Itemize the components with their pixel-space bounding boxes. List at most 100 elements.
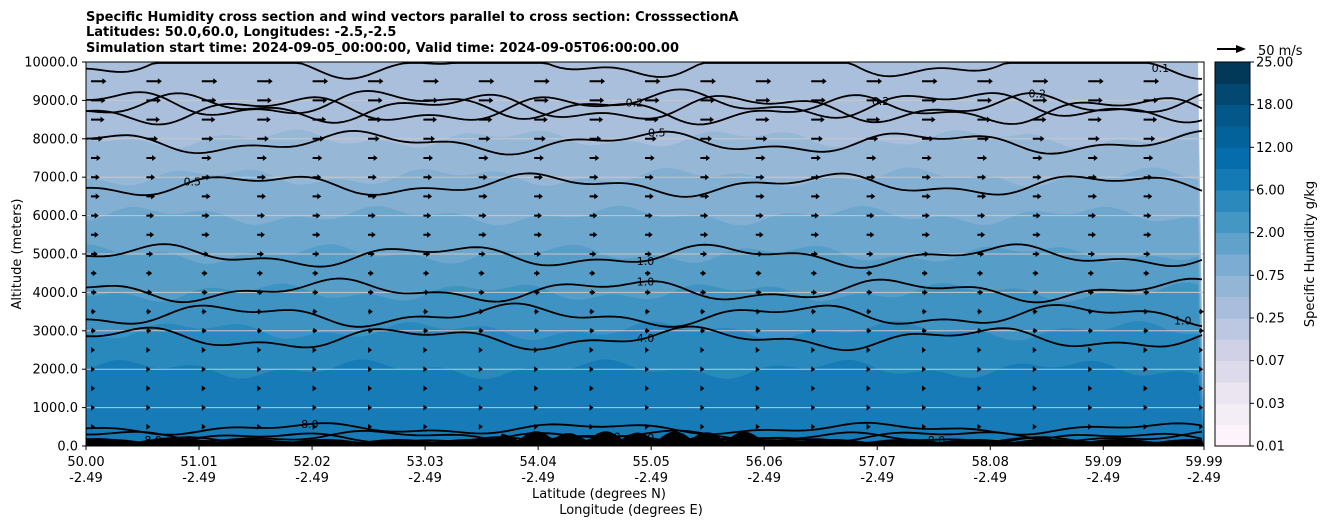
wind-vector xyxy=(755,308,761,315)
wind-vector xyxy=(91,289,97,296)
wind-vector xyxy=(534,251,541,257)
wind-vector xyxy=(91,385,95,392)
colorbar-tick-label: 0.25 xyxy=(1256,312,1285,327)
humidity-fill-layer xyxy=(86,62,1204,446)
x-tick-label-lat: 57.07 xyxy=(859,455,896,470)
wind-vector xyxy=(201,231,210,238)
wind-vector xyxy=(755,155,766,161)
wind-vector xyxy=(534,212,542,219)
x-tick-label-lon: -2.49 xyxy=(860,471,894,486)
wind-vector xyxy=(1088,135,1100,142)
wind-vector xyxy=(1143,174,1153,181)
colorbar-tick-label: 12.00 xyxy=(1256,141,1293,156)
wind-vector xyxy=(1088,327,1094,334)
wind-vector xyxy=(922,251,929,257)
wind-vector xyxy=(1088,289,1094,296)
wind-vector xyxy=(866,251,874,257)
wind-vector xyxy=(1143,270,1150,277)
wind-vector xyxy=(755,366,760,373)
colorbar-segment xyxy=(1215,232,1250,255)
wind-vector xyxy=(1088,116,1102,123)
wind-vector xyxy=(534,116,548,123)
wind-vector xyxy=(1088,78,1104,85)
wind-vector xyxy=(534,327,540,334)
wind-vector xyxy=(312,155,323,161)
wind-vector xyxy=(257,231,265,238)
wind-vector xyxy=(755,385,760,392)
wind-vector xyxy=(1088,404,1093,411)
colorbar-segment xyxy=(1215,211,1250,234)
wind-vector xyxy=(977,193,987,200)
wind-vector xyxy=(811,366,816,373)
wind-vector xyxy=(91,270,97,277)
wind-vector xyxy=(1143,231,1152,238)
wind-vector xyxy=(91,212,99,219)
contour-line xyxy=(86,129,1203,156)
wind-vector xyxy=(201,385,206,392)
x-tick-label-lon: -2.49 xyxy=(182,471,216,486)
wind-vector xyxy=(977,135,989,142)
wind-vector xyxy=(1032,366,1037,373)
wind-vector xyxy=(201,78,218,85)
colorbar-segment xyxy=(1215,83,1250,106)
wind-vector xyxy=(589,270,596,277)
wind-vector xyxy=(811,404,816,411)
wind-vector xyxy=(534,347,539,353)
wind-vector xyxy=(201,423,206,430)
colorbar-label: Specific Humidity g/kg xyxy=(1303,181,1318,327)
wind-vector xyxy=(977,78,993,85)
wind-vector xyxy=(368,385,372,392)
wind-vector xyxy=(811,97,826,104)
wind-vector xyxy=(368,193,377,200)
wind-vector xyxy=(257,385,262,392)
wind-vector xyxy=(589,366,594,373)
wind-vector xyxy=(146,193,156,200)
wind-vector xyxy=(1143,327,1149,334)
wind-vector xyxy=(534,366,539,373)
wind-vector xyxy=(866,135,879,142)
wind-vector xyxy=(700,78,716,85)
chart-title-line-3: Simulation start time: 2024-09-05_00:00:… xyxy=(86,41,679,56)
x-tick-label-lat: 52.02 xyxy=(293,455,330,470)
wind-vector xyxy=(534,423,539,430)
wind-vector xyxy=(534,78,550,85)
wind-vector xyxy=(423,155,434,161)
wind-vector xyxy=(201,366,206,373)
wind-vector xyxy=(922,155,932,161)
wind-vector xyxy=(811,78,827,85)
wind-vector xyxy=(1088,366,1093,373)
contour-label: 1.0 xyxy=(637,275,655,288)
wind-vector xyxy=(423,212,432,219)
wind-vector xyxy=(146,327,152,334)
wind-vector xyxy=(645,366,649,373)
x-tick-label-lat: 59.09 xyxy=(1085,455,1122,470)
wind-vector xyxy=(368,251,375,257)
wind-vector xyxy=(1143,193,1153,200)
contour-label: 0.2 xyxy=(1029,88,1047,101)
colorbar-tick-label: 0.07 xyxy=(1256,354,1285,369)
wind-vector xyxy=(811,116,825,123)
wind-vector xyxy=(589,97,605,104)
wind-vector xyxy=(1088,423,1093,430)
wind-vector xyxy=(755,251,763,257)
wind-vector xyxy=(755,97,771,104)
wind-vector xyxy=(700,116,714,123)
wind-vector xyxy=(1143,78,1160,85)
wind-key: 50 m/s xyxy=(1217,44,1303,59)
wind-vector xyxy=(866,212,875,219)
wind-vector xyxy=(312,289,319,296)
wind-vector xyxy=(645,116,659,123)
wind-vector xyxy=(922,270,928,277)
wind-vector xyxy=(478,193,488,200)
wind-vector xyxy=(257,270,263,277)
wind-vector xyxy=(1088,347,1093,353)
wind-vector xyxy=(1032,135,1045,142)
wind-vector xyxy=(368,231,376,238)
wind-vector xyxy=(368,289,374,296)
contour-label: 0.1 xyxy=(1152,62,1170,75)
wind-vector xyxy=(977,270,984,277)
wind-vector xyxy=(700,174,710,181)
wind-vector xyxy=(368,423,372,430)
wind-vector xyxy=(1088,155,1098,161)
wind-vector xyxy=(368,174,377,181)
